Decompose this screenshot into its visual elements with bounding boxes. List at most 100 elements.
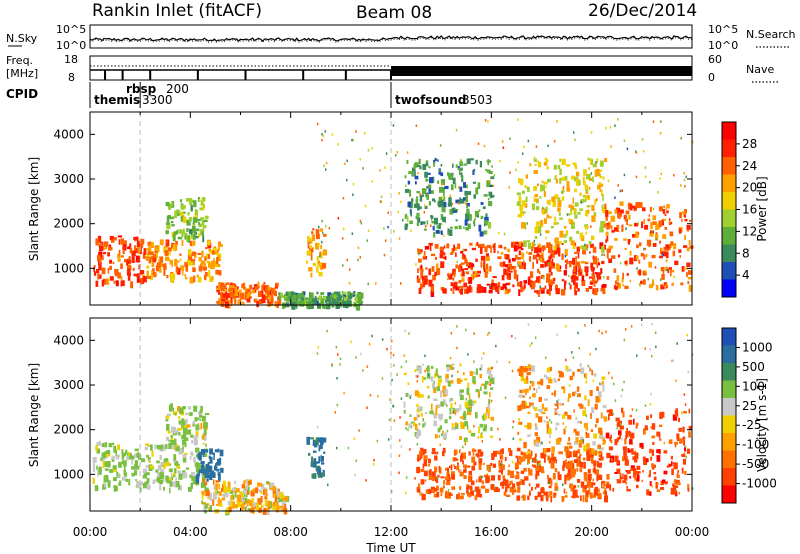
- cell-8-18: [570, 222, 575, 229]
- cell-4-16: [315, 243, 320, 250]
- cell-7-107: [418, 366, 422, 374]
- cell-7-40: [455, 199, 460, 204]
- cell-7-150: [437, 375, 442, 379]
- cell-3-176: [288, 291, 291, 296]
- cell-6-234: [510, 470, 514, 478]
- cell-1-84: [209, 249, 214, 254]
- cbar-tick-label-6: 28: [742, 137, 757, 151]
- cell-6-235: [602, 491, 607, 495]
- cell-9-49: [626, 486, 629, 489]
- cell-0-70: [113, 477, 117, 482]
- cell-8-181: [587, 399, 590, 407]
- cell-8-48: [572, 391, 576, 397]
- cell-3-181: [279, 505, 284, 509]
- cell-7-19: [419, 394, 424, 398]
- cell-7-168: [403, 372, 407, 376]
- cell-1-1: [152, 481, 156, 484]
- cell-2-41: [226, 292, 231, 299]
- cell-9-120: [614, 455, 619, 462]
- cell-6-333: [518, 460, 522, 465]
- cell-6-229: [495, 288, 498, 292]
- cell-7-60: [466, 191, 472, 195]
- cell-7-34: [455, 408, 460, 413]
- cell-5-83: [202, 226, 205, 232]
- cell-6-173: [452, 277, 455, 281]
- cell-4-18: [319, 251, 322, 256]
- cell-1-120: [163, 263, 167, 269]
- cell-6-360: [574, 276, 579, 281]
- scatter-226: [357, 258, 359, 262]
- cell-2-103: [273, 291, 277, 297]
- cell-2-56: [238, 289, 242, 292]
- cell-9-109: [634, 468, 637, 472]
- cpid-mode-2-id: 200: [166, 82, 189, 96]
- cell-2-68: [269, 290, 271, 297]
- scatter-102: [424, 204, 426, 207]
- scatter-73: [390, 490, 393, 493]
- cell-8-130: [587, 157, 590, 161]
- nsearch-label: N.Search: [746, 28, 796, 41]
- cbar-cell-9: [722, 485, 736, 504]
- scatter-62: [481, 357, 483, 360]
- cell-3-153: [252, 502, 257, 507]
- cell-9-155: [651, 435, 656, 439]
- scatter-159: [358, 429, 360, 432]
- cell-9-127: [636, 466, 639, 470]
- cell-9-150: [606, 452, 611, 459]
- cell-1-41: [204, 263, 206, 268]
- scatter-4: [441, 183, 443, 186]
- cell-2-132: [246, 297, 251, 303]
- nsky-trace: [89, 35, 693, 44]
- cell-7-139: [417, 406, 422, 411]
- cell-6-31: [442, 447, 446, 454]
- cell-3-82: [290, 294, 295, 298]
- cell-0-91: [143, 483, 147, 489]
- cell-8-17: [518, 418, 521, 421]
- cell-7-17: [490, 416, 494, 421]
- cell-8-78: [577, 211, 581, 215]
- cell-9-124: [636, 474, 640, 481]
- cell-2-36: [204, 449, 209, 453]
- scatter-235: [384, 239, 387, 242]
- cell-1-89: [189, 261, 194, 266]
- cell-6-2: [440, 261, 445, 269]
- cell-9-146: [672, 483, 675, 487]
- cell-6-78: [509, 450, 513, 457]
- cell-9-86: [683, 411, 687, 414]
- cell-1-105: [146, 477, 150, 484]
- cell-6-355: [471, 448, 475, 452]
- cell-0-8: [95, 238, 99, 246]
- cell-6-188: [574, 290, 577, 296]
- cell-6-118: [563, 270, 567, 276]
- cell-6-346: [498, 465, 504, 470]
- cell-1-80: [149, 459, 151, 462]
- cell-1-42: [170, 472, 173, 479]
- cell-3-46: [295, 292, 299, 300]
- cell-8-60: [555, 426, 558, 431]
- scatter-238: [683, 393, 686, 396]
- cell-8-37: [585, 190, 589, 194]
- cell-8-72: [586, 205, 591, 208]
- scatter-250: [504, 396, 507, 399]
- cell-1-46: [175, 240, 178, 246]
- cell-6-139: [440, 492, 443, 496]
- cell-6-108: [586, 449, 591, 456]
- cell-6-153: [554, 468, 558, 472]
- scatter-65: [592, 379, 595, 383]
- cell-7-170: [459, 363, 462, 367]
- scatter-55: [368, 342, 371, 346]
- scatter-134: [481, 440, 483, 443]
- cell-0-64: [126, 260, 128, 266]
- cell-8-50: [519, 438, 522, 441]
- cell-6-235: [584, 266, 589, 273]
- cell-6-369: [538, 271, 541, 275]
- scatter-207: [623, 139, 626, 142]
- scatter-145: [439, 169, 441, 172]
- cell-6-273: [589, 276, 594, 279]
- cell-6-216: [474, 486, 480, 492]
- cell-6-251: [531, 246, 534, 252]
- cell-4-71: [192, 420, 195, 425]
- cell-7-1: [433, 232, 436, 238]
- scatter-13: [621, 189, 623, 192]
- cell-6-349: [574, 491, 578, 496]
